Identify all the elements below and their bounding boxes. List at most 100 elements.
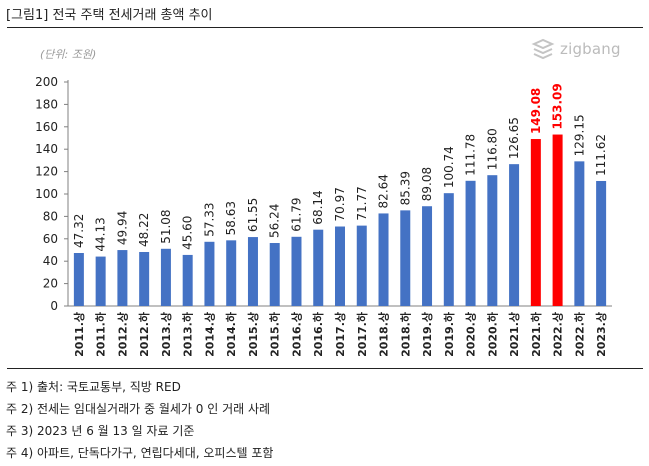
- bar-value-label: 111.78: [464, 134, 478, 176]
- x-tick-label: 2011.하: [94, 311, 108, 357]
- bar-value-label: 70.97: [333, 187, 347, 221]
- bar: [552, 134, 563, 306]
- bar: [356, 225, 367, 306]
- zigbang-logo-icon: [531, 38, 555, 60]
- y-tick-label: 40: [43, 254, 58, 268]
- bar: [247, 237, 258, 306]
- x-tick-label: 2022.하: [572, 311, 586, 357]
- bar: [117, 250, 128, 306]
- footnotes: 주 1) 출처: 국토교통부, 직방 RED 주 2) 전세는 임대실거래가 중…: [6, 376, 273, 464]
- bar-value-label: 85.39: [398, 171, 412, 205]
- bar-value-label: 56.24: [268, 204, 282, 238]
- bar-value-label: 48.22: [137, 213, 151, 247]
- bar-value-label: 100.74: [442, 146, 456, 188]
- bar-value-label: 61.79: [289, 197, 303, 231]
- x-tick-label: 2021.하: [529, 311, 543, 357]
- bar-value-label: 153.09: [551, 83, 565, 129]
- x-tick-label: 2014.하: [224, 311, 238, 357]
- bar-value-label: 89.08: [420, 167, 434, 201]
- x-tick-label: 2020.상: [464, 312, 478, 357]
- bar: [160, 248, 171, 306]
- y-tick-label: 60: [43, 232, 58, 246]
- x-tick-label: 2011.상: [72, 312, 86, 357]
- chart-frame: [7, 27, 643, 369]
- x-tick-label: 2018.하: [398, 311, 412, 357]
- bar: [73, 253, 84, 306]
- bar: [487, 175, 498, 306]
- bar-value-label: 58.63: [224, 201, 238, 235]
- bar: [291, 236, 302, 306]
- bar-value-label: 44.13: [94, 217, 108, 251]
- bar: [204, 241, 215, 306]
- bar-value-label: 126.65: [507, 117, 521, 159]
- bar: [226, 240, 237, 306]
- bar: [95, 256, 106, 306]
- bar: [335, 226, 345, 306]
- bar-value-label: 71.77: [355, 186, 369, 220]
- x-tick-label: 2012.상: [115, 312, 129, 357]
- x-tick-label: 2012.하: [137, 311, 151, 357]
- x-tick-label: 2016.하: [311, 311, 325, 357]
- bar: [313, 229, 324, 306]
- y-tick-label: 20: [43, 277, 58, 291]
- x-tick-label: 2015.상: [246, 312, 260, 357]
- bar-value-label: 68.14: [311, 190, 325, 224]
- bar-value-label: 111.62: [594, 134, 608, 176]
- bar-value-label: 61.55: [246, 198, 260, 232]
- x-tick-label: 2019.상: [420, 312, 434, 357]
- y-tick-label: 140: [35, 142, 58, 156]
- x-tick-label: 2017.상: [333, 312, 347, 357]
- y-tick-label: 100: [35, 187, 58, 201]
- bar: [596, 180, 607, 306]
- x-tick-label: 2017.하: [355, 311, 369, 357]
- footnote-2: 주 2) 전세는 임대실거래가 중 월세가 0 인 거래 사례: [6, 402, 271, 416]
- x-tick-label: 2014.상: [202, 312, 216, 357]
- x-tick-label: 2016.상: [289, 312, 303, 357]
- bar: [530, 139, 541, 306]
- bar-value-label: 57.33: [202, 202, 216, 236]
- x-tick-label: 2018.상: [377, 312, 391, 357]
- logo-text: zigbang: [560, 40, 621, 58]
- x-tick-label: 2020.하: [485, 311, 499, 357]
- bar-value-label: 129.15: [572, 114, 586, 156]
- bar-value-label: 116.80: [485, 128, 499, 170]
- bar: [139, 251, 150, 306]
- bar-value-label: 51.08: [159, 209, 173, 243]
- bar-value-label: 149.08: [529, 88, 543, 134]
- footnote-1: 주 1) 출처: 국토교통부, 직방 RED: [6, 380, 181, 394]
- bar-value-label: 82.64: [377, 174, 391, 208]
- bar: [422, 206, 433, 306]
- x-tick-label: 2022.상: [551, 312, 565, 357]
- x-tick-label: 2013.상: [159, 312, 173, 357]
- y-tick-label: 120: [35, 165, 58, 179]
- x-tick-label: 2013.하: [181, 311, 195, 357]
- y-tick-label: 80: [43, 209, 58, 223]
- bar: [378, 213, 389, 306]
- unit-label: (단위: 조원): [40, 48, 97, 61]
- bar-value-label: 45.60: [181, 216, 195, 250]
- bar: [574, 161, 585, 306]
- figure-title: [그림1] 전국 주택 전세거래 총액 추이: [6, 8, 213, 23]
- x-tick-label: 2023.상: [594, 312, 608, 357]
- bars: [73, 134, 607, 306]
- y-tick-label: 200: [35, 75, 58, 89]
- bar-value-label: 49.94: [115, 211, 129, 245]
- y-tick-label: 180: [35, 97, 58, 111]
- x-tick-label: 2019.하: [442, 311, 456, 357]
- bar: [465, 180, 476, 306]
- bar: [509, 164, 520, 306]
- zigbang-logo: zigbang: [530, 38, 621, 60]
- x-tick-label: 2021.상: [507, 312, 521, 357]
- bar-value-label: 47.32: [72, 214, 86, 248]
- y-tick-label: 0: [50, 299, 58, 313]
- bar: [182, 254, 193, 306]
- footnote-4: 주 4) 아파트, 단독다가구, 연립다세대, 오피스텔 포함: [6, 446, 274, 460]
- category-labels: 2011.상 2011.하 2012.상 2012.하 2013.상 2013.하 2014…: [72, 311, 608, 357]
- bar: [443, 193, 454, 306]
- x-tick-label: 2015.하: [268, 311, 282, 357]
- footnote-3: 주 3) 2023 년 6 월 13 일 자료 기준: [6, 424, 195, 438]
- y-axis: 0 20 40 60 80 100 120 140 160 180 200: [35, 75, 69, 313]
- value-labels: 47.32 44.13 49.94 48.22 51.08 45.60 57.33 58.63…: [72, 83, 608, 251]
- bar: [269, 243, 280, 306]
- y-tick-label: 160: [35, 120, 58, 134]
